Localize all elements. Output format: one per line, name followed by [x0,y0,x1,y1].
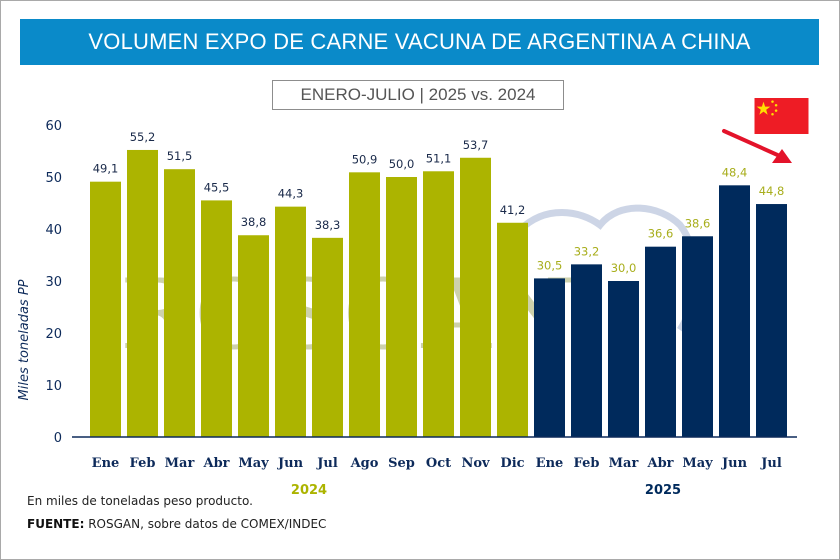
y-tick-label: 10 [45,379,62,394]
bar-2024-sep [386,177,417,437]
china-flag-icon [754,98,809,134]
data-label: 44,8 [759,184,785,198]
data-label: 33,2 [574,244,600,258]
y-tick-label: 60 [45,119,62,134]
x-tick-label: Jul [316,456,338,471]
bar-2025-ene [534,278,565,437]
x-tick-label: Feb [130,456,156,471]
x-tick-label: Jun [277,456,304,471]
data-label: 36,6 [648,227,674,241]
x-tick-label: Mar [165,456,195,471]
x-tick-label: Ago [350,456,379,471]
x-tick-label: Jun [721,456,748,471]
footnote: En miles de toneladas peso producto. [27,494,253,508]
data-label: 49,1 [93,162,119,176]
x-tick-label: Jul [760,456,782,471]
bar-2025-jul [756,204,787,437]
data-label: 48,4 [722,165,748,179]
data-label: 50,9 [352,152,378,166]
x-tick-label: Oct [426,456,451,471]
bar-2024-may [238,235,269,437]
source-note: FUENTE: ROSGAN, sobre datos de COMEX/IND… [27,517,326,531]
data-label: 51,1 [426,151,452,165]
x-tick-label: Ene [536,456,564,471]
x-tick-label: Dic [500,456,524,471]
bar-2025-abr [645,246,676,437]
data-label: 53,7 [463,138,489,152]
bar-2024-jul [312,237,343,437]
bar-2025-feb [571,264,602,437]
data-label: 45,5 [204,180,230,194]
bar-2024-jun [275,206,306,437]
bar-2025-may [682,236,713,437]
downward-trend-arrow-icon [722,129,792,163]
data-label: 30,5 [537,258,563,272]
x-tick-label: May [682,456,713,471]
data-label: 38,6 [685,216,711,230]
bar-2024-ago [349,172,380,437]
group-label-2025: 2025 [645,483,681,498]
x-tick-label: Mar [609,456,639,471]
bar-2024-feb [127,149,158,437]
x-tick-label: May [238,456,269,471]
x-tick-label: Sep [388,456,415,471]
chart-subtitle: ENERO-JULIO | 2025 vs. 2024 [300,85,536,104]
data-label: 50,0 [389,157,415,171]
title-banner: VOLUMEN EXPO DE CARNE VACUNA DE ARGENTIN… [20,19,819,65]
bar-2024-abr [201,200,232,437]
bar-2024-dic [497,222,528,437]
x-tick-label: Feb [574,456,600,471]
y-tick-label: 20 [45,327,62,342]
data-label: 30,0 [611,261,637,275]
y-tick-label: 40 [45,223,62,238]
data-label: 55,2 [130,130,156,144]
y-tick-label: 0 [54,431,62,446]
source-label: FUENTE: [27,517,85,531]
data-label: 41,2 [500,203,526,217]
bar-2024-ene [90,181,121,437]
y-axis-label: Miles toneladas PP [17,279,32,400]
x-tick-label: Ene [92,456,120,471]
bar-2024-nov [460,157,491,437]
y-tick-label: 30 [45,275,62,290]
source-text: ROSGAN, sobre datos de COMEX/INDEC [84,517,327,531]
data-label: 51,5 [167,149,193,163]
x-tick-label: Abr [202,456,229,471]
bar-2025-mar [608,281,639,437]
subtitle-box: ENERO-JULIO | 2025 vs. 2024 [272,80,564,110]
chart-title: VOLUMEN EXPO DE CARNE VACUNA DE ARGENTIN… [88,29,751,54]
x-tick-label: Abr [646,456,673,471]
group-label-2024: 2024 [291,483,327,498]
data-label: 38,8 [241,215,267,229]
bar-2024-oct [423,171,454,437]
data-label: 44,3 [278,187,304,201]
y-tick-label: 50 [45,171,62,186]
x-tick-label: Nov [461,456,490,471]
bar-2024-mar [164,169,195,437]
data-label: 38,3 [315,218,341,232]
bar-2025-jun [719,185,750,437]
